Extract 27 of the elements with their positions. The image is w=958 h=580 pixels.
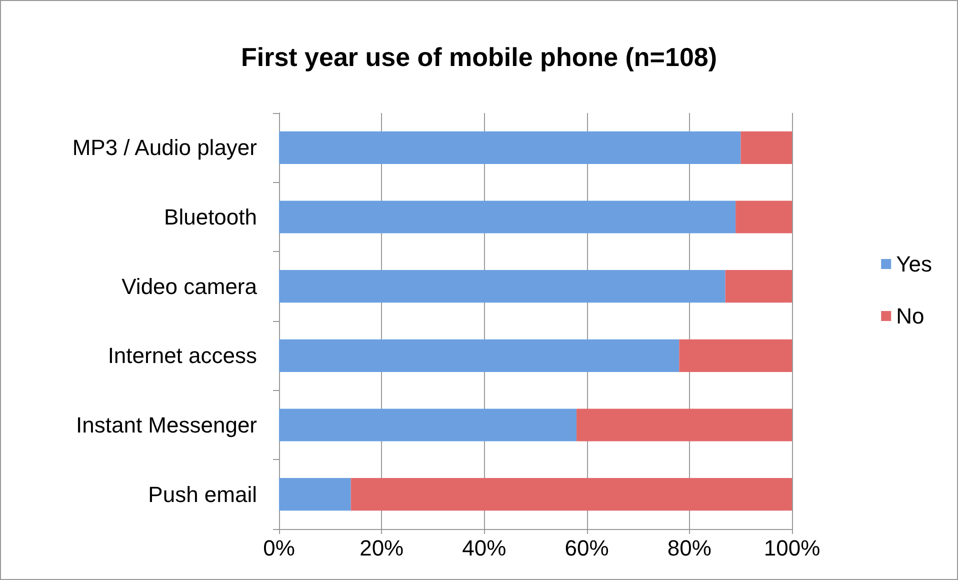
bar — [350, 478, 792, 511]
x-tick-label: 20% — [360, 536, 404, 560]
bar — [279, 131, 741, 164]
chart-title: First year use of mobile phone (n=108) — [240, 42, 718, 72]
y-tick-label: Instant Messenger — [76, 412, 257, 438]
y-tick-label: MP3 / Audio player — [72, 135, 257, 160]
legend-label: No — [896, 304, 924, 328]
y-tick-label: Bluetooth — [164, 204, 257, 230]
bar — [279, 478, 351, 511]
y-tick-label: Video camera — [122, 274, 258, 299]
bar — [736, 200, 792, 234]
bar — [679, 339, 792, 372]
bar — [279, 200, 736, 234]
legend-label: Yes — [896, 252, 932, 276]
x-tick-label: 100% — [764, 536, 820, 560]
y-tick-label: Internet access — [108, 343, 257, 368]
x-tick-label: 60% — [564, 536, 609, 560]
bar — [279, 270, 726, 303]
x-tick-label: 40% — [462, 536, 506, 560]
x-tick-label: 80% — [667, 536, 712, 560]
bar — [576, 408, 792, 442]
bar — [279, 408, 577, 442]
bar — [725, 270, 792, 303]
y-tick-label: Push email — [148, 482, 257, 507]
bar — [279, 339, 680, 372]
bar — [740, 131, 792, 164]
x-tick-label: 0% — [263, 536, 295, 560]
